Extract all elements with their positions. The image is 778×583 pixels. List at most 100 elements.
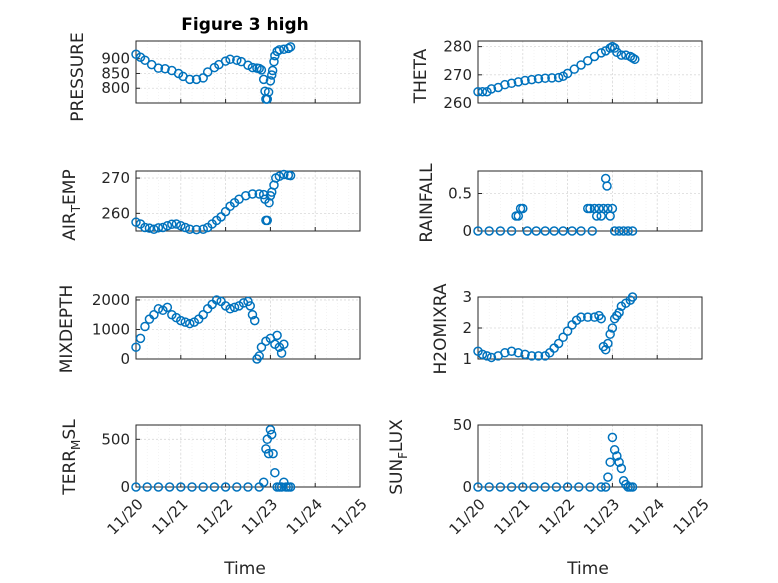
data-point xyxy=(616,50,627,60)
data-point xyxy=(153,482,164,492)
data-point xyxy=(547,73,557,83)
data-point xyxy=(627,482,638,492)
data-point xyxy=(607,203,618,214)
y-tick-label: 0 xyxy=(120,350,130,368)
figure-title: Figure 3 high xyxy=(181,15,309,35)
data-point xyxy=(243,482,253,492)
data-point xyxy=(162,220,173,231)
data-point xyxy=(245,301,255,311)
data-point xyxy=(567,320,577,330)
axes-frame xyxy=(477,424,703,488)
data-point xyxy=(551,482,562,492)
x-tick-label: 11/22 xyxy=(193,495,236,538)
y-tick-label: 0.5 xyxy=(448,185,472,203)
data-point xyxy=(486,84,497,94)
data-point xyxy=(198,309,208,320)
data-point xyxy=(596,313,606,324)
data-point xyxy=(185,224,195,234)
data-point xyxy=(562,482,573,492)
x-tick-label: 11/21 xyxy=(148,495,191,538)
data-point xyxy=(263,87,274,97)
x-tick-label: 11/25 xyxy=(328,495,371,538)
data-point xyxy=(518,482,528,492)
data-point xyxy=(261,444,271,454)
h2omixra-panel: H2OMIXRA 1 2 3 xyxy=(431,283,703,375)
data-point xyxy=(607,432,618,443)
y-tick-label: 1000 xyxy=(92,320,130,338)
data-point xyxy=(630,54,640,65)
y-tick-label: 800 xyxy=(101,79,130,97)
data-point xyxy=(627,53,638,63)
time-axis-label-right: Time xyxy=(566,559,609,579)
rainfall-axis-label: RAINFALL xyxy=(417,163,437,243)
axes-frame xyxy=(477,40,703,104)
data-point xyxy=(482,351,492,361)
data-point xyxy=(267,65,278,76)
data-point xyxy=(258,74,269,85)
data-point xyxy=(232,55,242,65)
data-point xyxy=(623,226,633,236)
theta-panel: THETA 260 270 280 xyxy=(411,38,703,112)
data-point xyxy=(473,482,483,492)
data-point xyxy=(285,482,296,492)
data-point xyxy=(276,348,287,358)
data-point xyxy=(484,226,494,236)
data-point xyxy=(529,482,539,492)
data-point xyxy=(176,220,186,231)
x-tick-label: 11/21 xyxy=(490,495,533,538)
data-point xyxy=(596,48,606,58)
data-point xyxy=(247,62,258,73)
x-tick-label: 11/24 xyxy=(625,495,668,538)
data-point xyxy=(264,198,274,208)
data-point xyxy=(220,482,231,492)
y-tick-label: 500 xyxy=(101,430,130,448)
y-tick-label: 3 xyxy=(462,288,472,306)
data-point xyxy=(149,309,159,320)
data-point xyxy=(160,64,170,74)
data-point xyxy=(518,203,528,214)
data-point xyxy=(583,312,593,322)
data-point xyxy=(605,43,615,53)
data-point xyxy=(473,226,483,236)
data-point xyxy=(533,351,544,361)
data-point xyxy=(477,86,488,97)
data-point xyxy=(583,55,593,66)
data-point xyxy=(473,86,483,97)
y-tick-label: 50 xyxy=(453,416,472,434)
data-point xyxy=(522,226,533,236)
data-point xyxy=(587,226,597,236)
data-point xyxy=(249,315,260,326)
data-point xyxy=(553,338,564,349)
data-point xyxy=(158,222,168,233)
data-point xyxy=(574,482,584,492)
data-point xyxy=(279,339,289,349)
y-tick-label: 1 xyxy=(462,350,472,368)
data-point xyxy=(486,352,497,363)
data-point xyxy=(616,463,627,474)
data-point xyxy=(272,330,282,341)
data-point xyxy=(527,351,537,361)
data-point xyxy=(279,169,289,180)
data-point xyxy=(585,482,595,492)
data-point xyxy=(540,226,550,236)
data-point xyxy=(185,74,195,85)
data-point xyxy=(270,467,280,478)
data-point xyxy=(142,482,152,492)
data-point xyxy=(209,482,220,492)
data-point xyxy=(285,42,296,52)
data-point xyxy=(533,74,544,84)
data-point xyxy=(553,72,564,83)
data-point xyxy=(531,226,541,236)
data-point xyxy=(266,70,277,80)
x-tick-label: 11/20 xyxy=(446,495,489,538)
data-point xyxy=(513,77,524,87)
data-point xyxy=(180,317,191,327)
data-point xyxy=(495,482,506,492)
data-point xyxy=(211,295,222,305)
data-point xyxy=(265,425,276,435)
data-point xyxy=(191,224,202,235)
data-point xyxy=(614,457,624,467)
data-point xyxy=(220,56,231,66)
x-tick-label: 11/23 xyxy=(580,495,623,538)
